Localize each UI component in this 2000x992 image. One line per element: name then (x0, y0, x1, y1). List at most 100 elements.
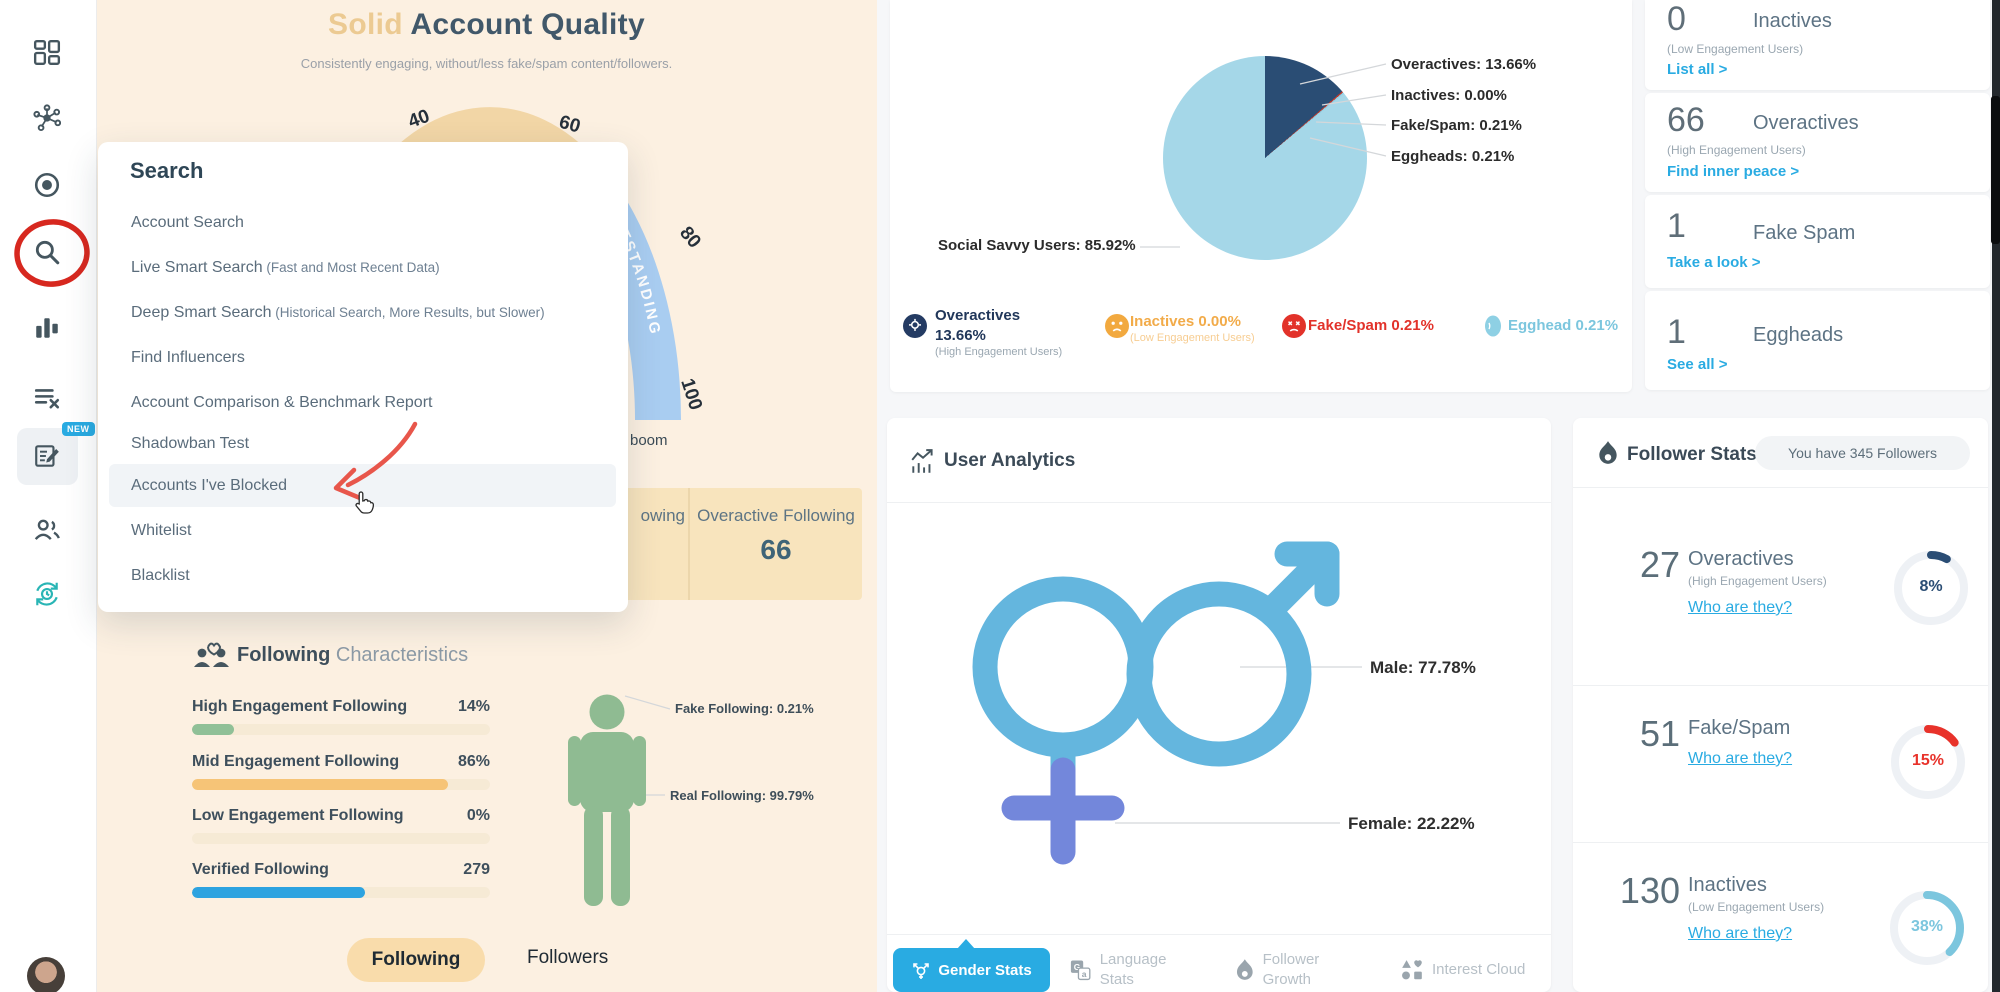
donut-pct-label: 8% (1919, 578, 1943, 595)
take-a-look-link[interactable]: Take a look > (1667, 254, 1761, 271)
menu-item-deep-smart-search[interactable]: Deep Smart Search (Historical Search, Mo… (131, 304, 545, 321)
donut-inactives (1890, 891, 1964, 965)
menu-item-find-influencers[interactable]: Find Influencers (131, 349, 245, 366)
gauge-score-text: boom (630, 432, 668, 449)
sidebar-nav: NEW (0, 0, 97, 992)
shapes-icon (1402, 960, 1422, 980)
row-value: 51 (1639, 713, 1680, 754)
search-dropdown-menu: Search Account Search Live Smart Search … (98, 142, 628, 612)
scrollbar-track[interactable] (1992, 0, 2000, 992)
stat-value: 1 (1667, 207, 1686, 245)
search-icon[interactable] (33, 238, 61, 266)
stat-value: 66 (1667, 101, 1705, 139)
stat-label: Overactives (1753, 112, 1859, 134)
quick-stat-card-inactives: 0 Inactives (Low Engagement Users) List … (1645, 0, 1990, 90)
tabs-divider (887, 934, 1551, 935)
quick-stat-card-overactives: 66 Overactives (High Engagement Users) F… (1645, 93, 1990, 192)
new-badge: NEW (62, 422, 95, 436)
male-percentage-label: Male: 77.78% (1370, 658, 1476, 677)
list-all-link[interactable]: List all > (1667, 61, 1728, 78)
audience-pie-card: Overactives: 13.66% Inactives: 0.00% Fak… (890, 0, 1632, 392)
stat-value: 0 (1667, 0, 1686, 38)
donut-pct-label: 38% (1910, 918, 1944, 935)
tab-interest-cloud[interactable]: Interest Cloud (1400, 958, 1545, 982)
header-divider (1573, 487, 1988, 488)
user-avatar[interactable] (27, 957, 65, 992)
quality-grade: Solid (328, 8, 403, 41)
menu-item-shadowban-test[interactable]: Shadowban Test (131, 435, 250, 452)
stat-value: 1 (1667, 313, 1686, 351)
legend-egghead: Egghead 0.21% (1508, 317, 1619, 334)
fake-following-label: Fake Following: 0.21% (675, 701, 814, 716)
bar-row-label: Mid Engagement Following 86% (192, 753, 490, 770)
fakespam-legend-icon (1282, 314, 1306, 338)
user-analytics-card: User Analytics Male: 77.78% Female: 22.2… (887, 418, 1551, 992)
bar-track (192, 833, 490, 844)
history-sync-icon[interactable] (33, 580, 61, 608)
pie-leader-lines (1140, 63, 1387, 248)
menu-item-account-comparison[interactable]: Account Comparison & Benchmark Report (131, 394, 433, 411)
who-are-they-link[interactable]: Who are they? (1688, 750, 1793, 767)
bar-row-label: Verified Following 279 (192, 861, 490, 878)
toggle-following[interactable]: Following (347, 938, 485, 982)
transgender-icon (913, 963, 930, 979)
follower-stats-icon (1599, 441, 1617, 464)
inactives-legend-icon (1105, 314, 1129, 338)
gauge-tick-80: 80 (675, 223, 705, 253)
bar-fill (192, 779, 449, 790)
header-divider (887, 502, 1551, 503)
toggle-followers[interactable]: Followers (527, 947, 609, 968)
row-value: 27 (1639, 544, 1680, 585)
find-inner-peace-link[interactable]: Find inner peace > (1667, 163, 1800, 180)
tab-language-stats[interactable]: G a Language Stats (1069, 950, 1199, 990)
bar-track (192, 724, 490, 735)
notes-edit-icon[interactable] (33, 442, 61, 470)
tab-gender-stats[interactable]: Gender Stats (893, 939, 1050, 992)
menu-item-blacklist[interactable]: Blacklist (131, 567, 190, 584)
female-percentage-label: Female: 22.22% (1348, 814, 1475, 833)
pie-callout-fakespam: Fake/Spam: 0.21% (1391, 117, 1522, 134)
scrollbar-thumb[interactable] (1991, 96, 2000, 244)
pie-callout-social-savvy: Social Savvy Users: 85.92% (938, 237, 1136, 254)
menu-item-live-smart-search[interactable]: Live Smart Search (Fast and Most Recent … (131, 259, 440, 276)
red-highlight-circle (14, 219, 90, 287)
bar-fill (192, 887, 365, 898)
summary-divider (688, 488, 690, 600)
list-remove-icon[interactable] (33, 384, 61, 412)
see-all-link[interactable]: See all > (1667, 356, 1728, 373)
dashboard-icon[interactable] (33, 39, 61, 67)
hand-cursor-icon (355, 491, 375, 514)
stat-label: Inactives (1753, 10, 1832, 32)
quick-stat-card-fakespam: 1 Fake Spam Take a look > (1645, 195, 1990, 288)
stat-label: Eggheads (1753, 324, 1844, 346)
summary-left-cell: owing (640, 506, 685, 525)
bar-fill (192, 724, 234, 735)
network-icon[interactable] (33, 104, 61, 132)
donut-pct-label: 15% (1911, 752, 1945, 769)
menu-item-accounts-ive-blocked[interactable]: Accounts I've Blocked (131, 477, 288, 494)
flame-icon (1236, 959, 1253, 980)
row-label: Inactives (1688, 874, 1767, 896)
following-characteristics-icon (194, 642, 229, 667)
user-analytics-title: User Analytics (944, 450, 1076, 471)
menu-item-whitelist[interactable]: Whitelist (131, 522, 192, 539)
bar-row-label: Low Engagement Following 0% (192, 807, 490, 824)
row-sub: (High Engagement Users) (1688, 574, 1827, 588)
who-are-they-link[interactable]: Who are they? (1688, 599, 1793, 616)
bar-chart-icon[interactable] (33, 314, 61, 342)
bar-track (192, 779, 490, 790)
pie-callout-inactives: Inactives: 0.00% (1391, 87, 1507, 104)
who-are-they-link[interactable]: Who are they? (1688, 925, 1793, 942)
account-quality-title: Solid Account Quality (328, 8, 645, 41)
summary-right-label: Overactive Following (697, 506, 855, 525)
tab-follower-growth[interactable]: Follower Growth (1235, 950, 1360, 990)
follower-stats-card: Follower Stats You have 345 Followers 27… (1573, 418, 1988, 992)
target-icon[interactable] (33, 171, 61, 199)
menu-item-account-search[interactable]: Account Search (131, 214, 244, 231)
real-following-label: Real Following: 99.79% (670, 788, 814, 803)
language-icon: G a (1070, 960, 1091, 981)
people-icon[interactable] (33, 516, 61, 544)
row-divider (1573, 685, 1988, 686)
egghead-legend-icon (1485, 315, 1501, 337)
legend-inactives: Inactives 0.00% (Low Engagement Users) (1130, 313, 1255, 344)
